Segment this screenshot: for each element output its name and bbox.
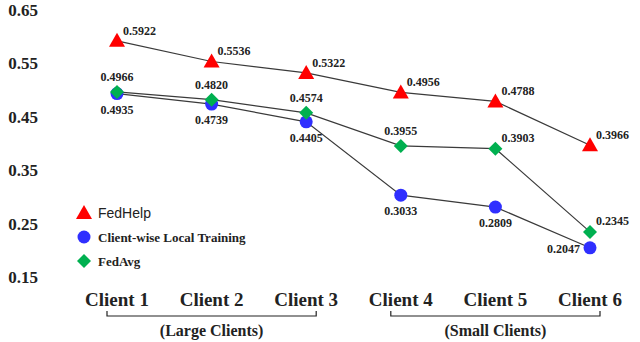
- data-label: 0.2345: [596, 214, 629, 228]
- group-bracket: [391, 311, 600, 316]
- y-tick-label: 0.55: [8, 54, 38, 73]
- x-tick-label: Client 1: [85, 289, 149, 310]
- legend-marker: [76, 205, 92, 219]
- data-label: 0.3955: [384, 124, 417, 138]
- data-label: 0.4935: [101, 103, 134, 117]
- y-tick-label: 0.65: [8, 1, 38, 20]
- data-label: 0.4788: [501, 84, 534, 98]
- x-tick-label: Client 3: [274, 289, 338, 310]
- series-line: [117, 92, 590, 232]
- x-tick-label: Client 2: [180, 289, 244, 310]
- group-bracket: [107, 311, 316, 316]
- legend-label: Client-wise Local Training: [98, 230, 246, 245]
- data-point: [489, 201, 502, 214]
- data-point: [394, 139, 408, 153]
- data-labels: 0.5922 0.5536 0.5322 0.4956 0.4788 0.3966 0.49…: [101, 24, 630, 256]
- data-label: 0.2809: [479, 216, 512, 230]
- data-label: 0.5322: [312, 56, 345, 70]
- group-label: (Small Clients): [445, 322, 547, 340]
- data-label: 0.4574: [290, 91, 323, 105]
- data-point: [488, 142, 502, 156]
- y-tick-label: 0.35: [8, 161, 38, 180]
- legend: FedHelp Client-wise Local Training FedAvg: [76, 205, 246, 269]
- plot-area: [109, 33, 598, 254]
- data-label: 0.4956: [407, 75, 440, 89]
- data-label: 0.4405: [290, 131, 323, 145]
- data-point: [583, 225, 597, 239]
- x-tick-label: Client 5: [463, 289, 527, 310]
- data-label: 0.4739: [195, 113, 228, 127]
- chart: 0.15 0.25 0.35 0.45 0.55 0.65 Client 1 Client 2…: [0, 0, 640, 342]
- legend-label: FedAvg: [98, 254, 141, 269]
- data-point: [394, 189, 407, 202]
- data-point: [584, 241, 597, 254]
- x-tick-label: Client 6: [558, 289, 622, 310]
- y-tick-label: 0.45: [8, 108, 38, 127]
- legend-marker: [77, 254, 91, 268]
- legend-label: FedHelp: [98, 205, 151, 221]
- x-tick-label: Client 4: [369, 289, 433, 310]
- data-label: 0.2047: [547, 242, 580, 256]
- data-label: 0.4966: [101, 70, 134, 84]
- data-label: 0.5922: [123, 24, 156, 38]
- data-label: 0.4820: [195, 78, 228, 92]
- data-label: 0.3033: [384, 204, 417, 218]
- data-label: 0.5536: [218, 44, 251, 58]
- data-point: [205, 93, 219, 107]
- data-label: 0.3966: [596, 128, 629, 142]
- y-tick-label: 0.15: [8, 268, 38, 287]
- group-label: (Large Clients): [160, 322, 264, 340]
- series-line: [117, 94, 590, 248]
- legend-marker: [78, 231, 91, 244]
- data-label: 0.3903: [501, 131, 534, 145]
- data-point: [299, 106, 313, 120]
- y-tick-label: 0.25: [8, 215, 38, 234]
- data-point: [110, 85, 124, 99]
